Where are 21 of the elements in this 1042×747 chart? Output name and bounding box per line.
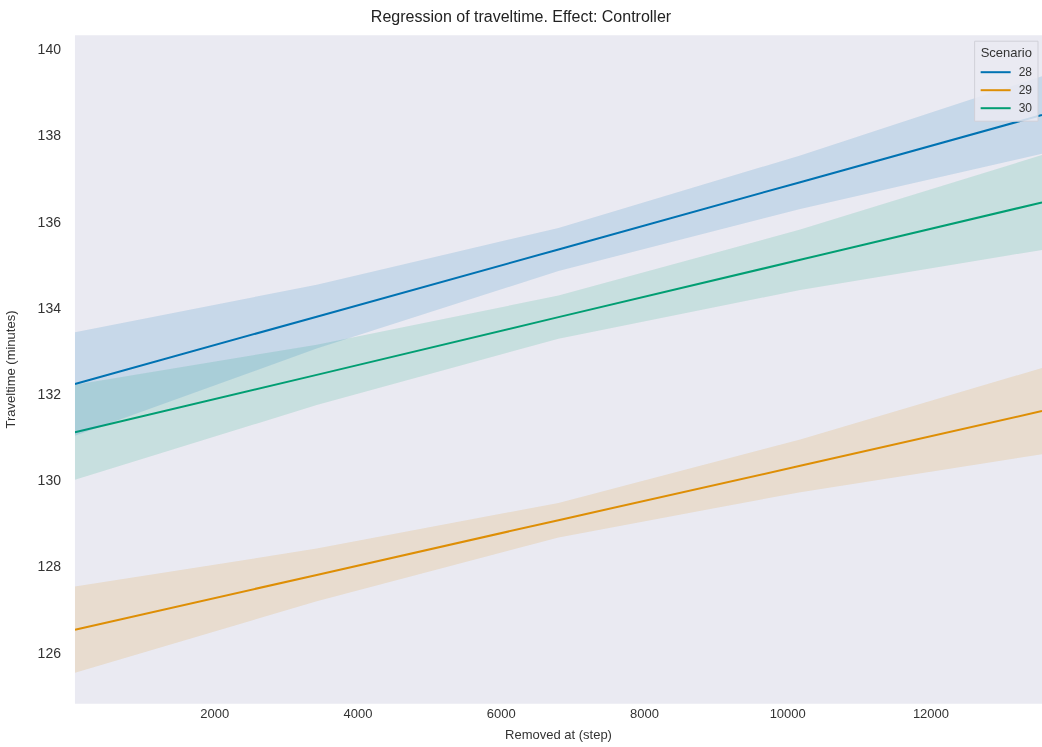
y-tick-label: 130 (37, 472, 62, 489)
x-tick-label: 6000 (486, 706, 516, 722)
y-axis-title: Traveltime (minutes) (3, 310, 19, 429)
legend-title: Scenario (980, 44, 1032, 60)
x-tick-label: 8000 (629, 706, 659, 722)
y-tick-label: 140 (37, 41, 62, 58)
x-tick-label: 12000 (912, 706, 950, 722)
y-tick-label: 134 (37, 299, 62, 316)
legend-label: 29 (1018, 82, 1033, 97)
y-tick-label: 138 (37, 127, 62, 144)
x-tick-label: 2000 (200, 706, 230, 722)
y-tick-label: 128 (37, 558, 62, 575)
x-tick-label: 4000 (343, 706, 373, 722)
x-axis-title: Removed at (step) (505, 726, 612, 742)
legend-label: 28 (1018, 64, 1033, 79)
y-tick-label: 132 (37, 386, 62, 403)
chart-title: Regression of traveltime. Effect: Controller (370, 8, 672, 26)
y-tick-label: 136 (37, 213, 62, 230)
x-tick-label: 10000 (769, 706, 806, 722)
legend-label: 30 (1018, 100, 1033, 115)
y-tick-label: 126 (37, 644, 62, 661)
